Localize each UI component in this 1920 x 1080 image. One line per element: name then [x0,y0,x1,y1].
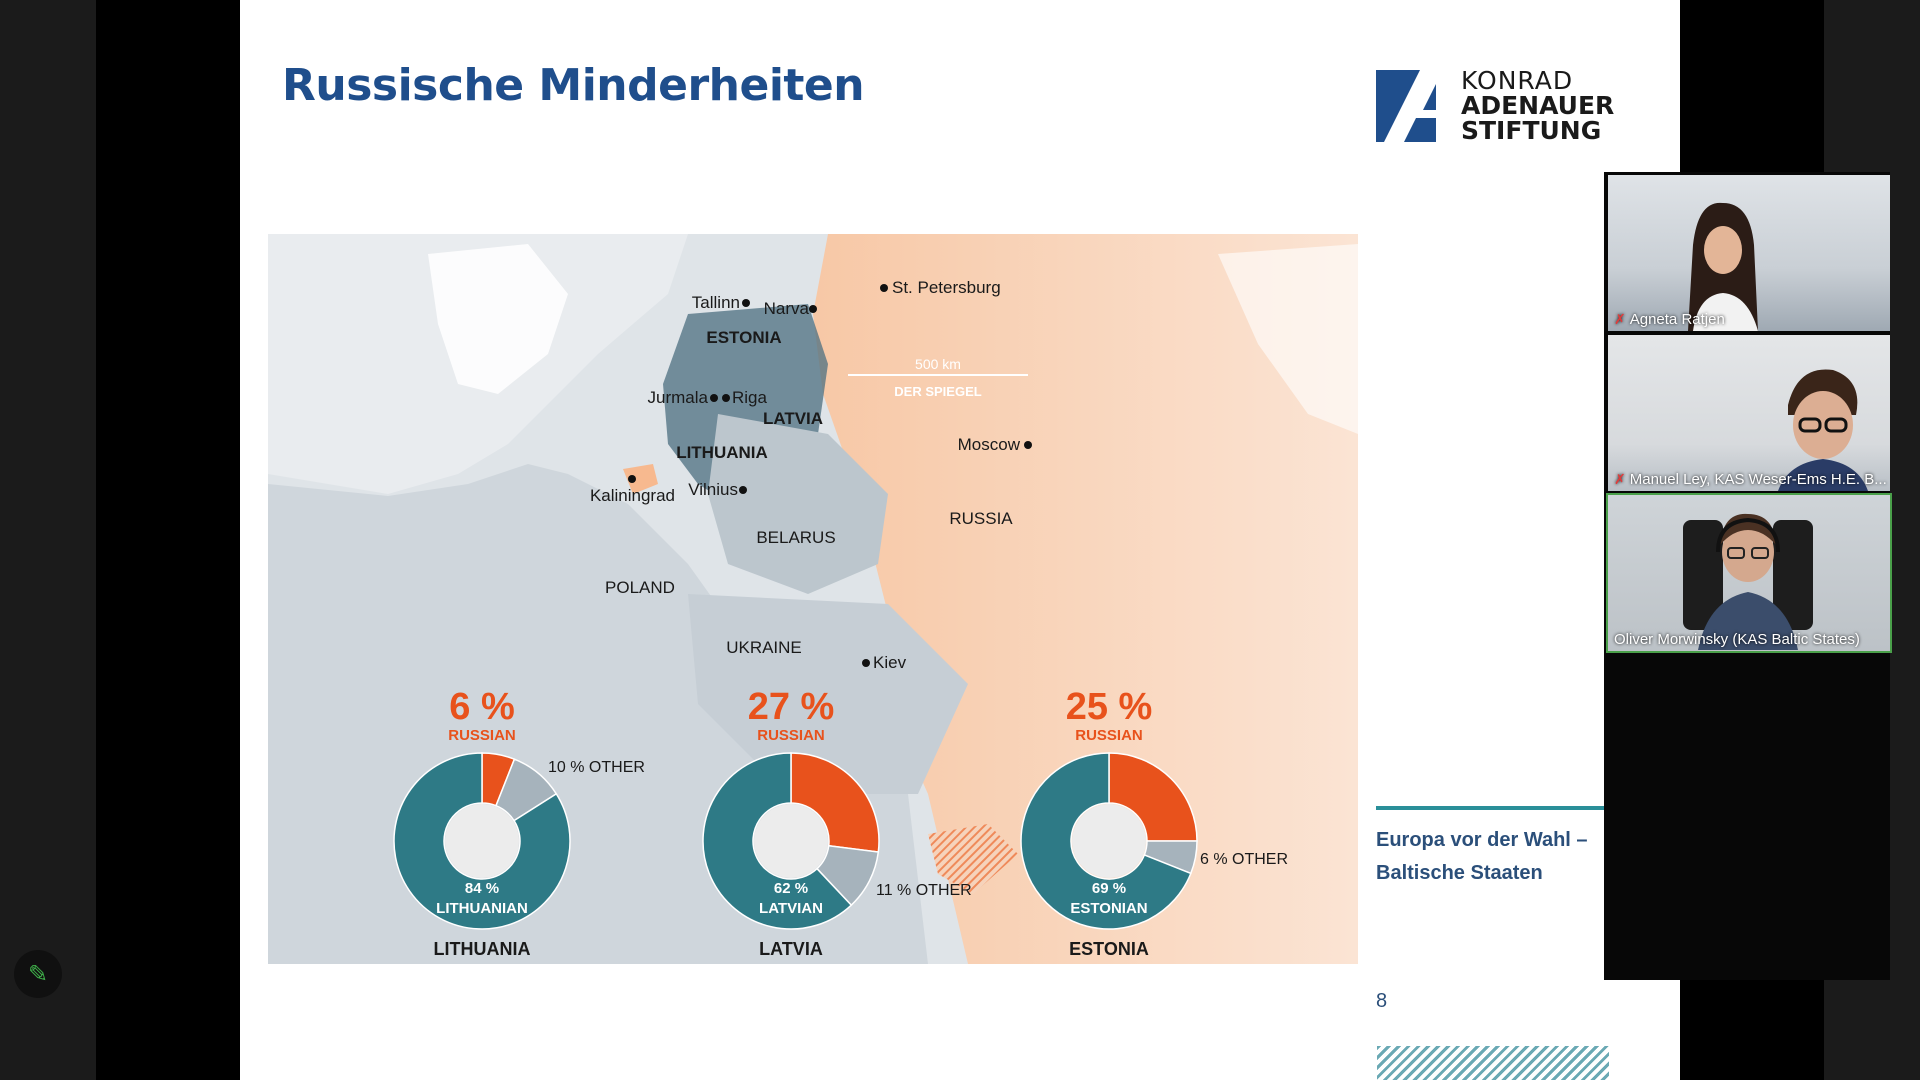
donut-headline-label: RUSSIAN [448,727,516,744]
donut-headline: 27 % [748,686,835,728]
donut-headline-label: RUSSIAN [757,727,825,744]
russia-region [813,234,1358,964]
page-number: 8 [1376,990,1388,1012]
muted-mic-icon: ✗ [1614,311,1626,327]
baltic-sea [428,244,568,394]
donut-hole [1072,804,1146,878]
donut-majority-percent: 69 % [1092,880,1126,897]
logo-line-1: KONRAD [1461,66,1574,95]
scale-label: 500 km [915,356,961,372]
kas-logo: KONRAD ADENAUER STIFTUNG [1376,68,1616,148]
participant-name-text: Agneta Ratjen [1629,311,1725,328]
donut-headline: 6 % [449,686,514,728]
slide-title: Russische Minderheiten [282,60,865,111]
left-dark-margin [0,0,96,1080]
country-label: UKRAINE [726,638,802,657]
kas-logo-mark [1376,70,1448,142]
participant-tile-3-active[interactable]: Oliver Morwinsky (KAS Baltic States) [1606,493,1892,653]
city-marker [1024,441,1032,449]
donut-slice-russian [790,752,880,853]
pencil-icon: ✎ [27,960,49,988]
city-marker [880,284,888,292]
white-sea [1218,244,1358,434]
donut-other-label: 10 % OTHER [548,759,645,776]
city-label: Tallinn [692,293,740,312]
participant-avatar [1758,355,1878,491]
city-marker [862,659,870,667]
kas-logo-text: KONRAD ADENAUER STIFTUNG [1461,68,1614,143]
participant-name: Oliver Morwinsky (KAS Baltic States) [1614,631,1860,648]
donut-slice-russian [1108,752,1198,842]
decorative-hatch [1377,1046,1609,1080]
muted-mic-icon: ✗ [1614,471,1626,487]
country-label: POLAND [605,578,675,597]
country-label: RUSSIA [949,509,1013,528]
logo-line-3: STIFTUNG [1461,116,1602,145]
participant-avatar [1678,500,1818,650]
donut-chart-lithuania: 6 %RUSSIAN 84 % LITHUANIAN 10 % OTHER LITHUA… [393,686,645,959]
donut-hole [754,804,828,878]
donut-title: ESTONIA [1069,939,1149,959]
city-marker [809,305,817,313]
city-label: Vilnius [688,480,738,499]
participant-name-text: Oliver Morwinsky (KAS Baltic States) [1614,631,1860,648]
donut-title: LITHUANIA [434,939,531,959]
ukraine-region [688,594,968,794]
country-label: ESTONIA [706,328,781,347]
side-separator [1376,806,1616,810]
donut-slice-lithuanian [393,752,571,930]
donut-slice-estonian [1020,752,1192,930]
donut-slice-latvian [702,752,853,930]
country-label: LITHUANIA [676,443,768,462]
source-label: DER SPIEGEL [894,384,981,399]
donut-title: LATVIA [759,939,823,959]
city-marker [739,486,747,494]
country-label: LATVIA [763,409,823,428]
city-label: Narva [764,299,810,318]
donut-hole [445,804,519,878]
donut-majority-label: LITHUANIAN [436,900,528,917]
donut-majority-label: LATVIAN [759,900,823,917]
donut-majority-label: ESTONIAN [1070,900,1147,917]
city-label: Moscow [958,435,1021,454]
country-label: BELARUS [756,528,835,547]
donut-other-label: 11 % OTHER [876,882,972,899]
participant-name-text: Manuel Ley, KAS Weser-Ems H.E. B... [1629,471,1887,488]
city-marker [742,299,750,307]
annotate-pencil-button[interactable]: ✎ [14,950,62,998]
city-label: Kaliningrad [590,486,675,505]
kaliningrad-region [623,464,658,494]
city-label: Kiev [873,653,907,672]
presentation-slide: Russische Minderheiten KONRAD ADENAUER S… [240,0,1680,1080]
donut-majority-percent: 84 % [465,880,499,897]
donut-majority-percent: 62 % [774,880,808,897]
participant-avatar [1678,195,1768,331]
donut-other-label: 6 % OTHER [1200,851,1288,868]
city-marker [722,394,730,402]
participant-tile-2[interactable]: ✗ Manuel Ley, KAS Weser-Ems H.E. B... [1608,335,1890,491]
participant-name: ✗ Agneta Ratjen [1614,311,1725,328]
side-title: Europa vor der Wahl – Baltische Staaten [1376,829,1588,884]
city-label: Riga [732,388,768,407]
belarus-region [708,414,888,594]
city-marker [710,394,718,402]
donut-chart-latvia: 27 %RUSSIAN 62 % LATVIAN 11 % OTHER LATVIA [702,686,972,959]
map-figure: St. Petersburg Tallinn Narva Jurmala Riga Mos… [268,234,1358,964]
participant-tile-1[interactable]: ✗ Agneta Ratjen [1608,175,1890,331]
city-marker [628,475,636,483]
city-label: St. Petersburg [892,278,1001,297]
donut-headline-label: RUSSIAN [1075,727,1143,744]
participant-name: ✗ Manuel Ley, KAS Weser-Ems H.E. B... [1614,471,1887,488]
donut-chart-estonia: 25 %RUSSIAN 69 % ESTONIAN 6 % OTHER ESTONIA [1020,686,1288,959]
logo-line-2: ADENAUER [1461,91,1615,120]
crimea-region [928,824,1018,894]
city-label: Jurmala [648,388,709,407]
donut-headline: 25 % [1066,686,1153,728]
